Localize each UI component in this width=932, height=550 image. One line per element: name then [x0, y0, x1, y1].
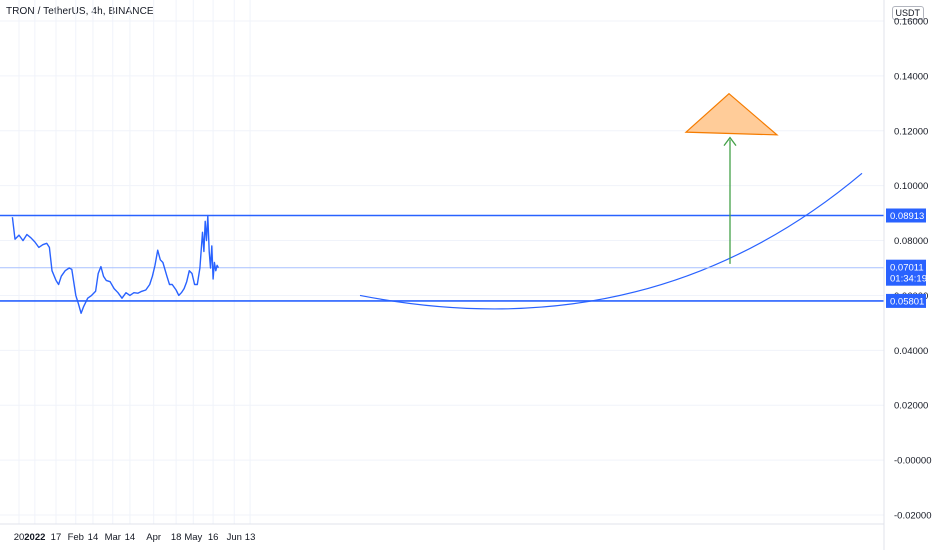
y-tick-label: -0.00000 [894, 456, 932, 467]
y-tick-label: 0.14000 [894, 71, 928, 82]
x-tick-label: 14 [125, 532, 136, 543]
arrow-head [723, 136, 737, 147]
symbol-title: TRON / TetherUS, 4h, BINANCE [6, 6, 154, 17]
countdown-tag: 01:34:19 [890, 274, 927, 285]
x-axis: 20 2022 17 Feb 14 Mar 14 Apr 18 May 16 Jun 13 [0, 523, 884, 543]
x-tick-label: Feb [68, 532, 84, 543]
arc-curve [359, 172, 863, 310]
x-tick-label: 20 [14, 532, 25, 543]
x-tick-label: 18 [171, 532, 182, 543]
y-tick-label: -0.02000 [894, 511, 932, 522]
drawing-layer [359, 172, 863, 310]
vertical-gridlines [18, 0, 251, 524]
target-triangle [684, 92, 779, 136]
arrow-layer [684, 92, 779, 264]
horizontal-gridlines [0, 20, 884, 516]
price-series-line [11, 214, 220, 314]
levels-layer [0, 214, 884, 302]
x-tick-label: 16 [208, 532, 219, 543]
x-tick-label: 14 [88, 532, 99, 543]
currency-badge[interactable]: USDT [891, 6, 924, 20]
x-tick-label: 17 [51, 532, 62, 543]
level-tag-upper: 0.08913 [890, 211, 924, 222]
x-tick-label: 2022 [24, 532, 45, 543]
x-tick-label: 13 [245, 532, 256, 543]
level-tag-lower-bg [886, 293, 926, 308]
y-tick-label: 0.08000 [894, 236, 928, 247]
x-tick-label: Jun [227, 532, 242, 543]
current-tag-bg [886, 259, 926, 286]
y-tick-label: 0.10000 [894, 181, 928, 192]
x-tick-label: Mar [105, 532, 121, 543]
x-tick-label: May [184, 532, 202, 543]
level-tag-lower: 0.05801 [890, 296, 924, 307]
level-tag-upper-bg [886, 208, 926, 223]
y-tick-label: 0.04000 [894, 346, 928, 357]
x-tick-label: Apr [146, 532, 161, 543]
y-tick-label: 0.12000 [894, 126, 928, 137]
y-tick-label: 0.16000 [894, 17, 928, 28]
series-layer [11, 214, 220, 314]
y-tick-label: 0.02000 [894, 401, 928, 412]
current-price-tag: 0.07011 [890, 263, 924, 274]
